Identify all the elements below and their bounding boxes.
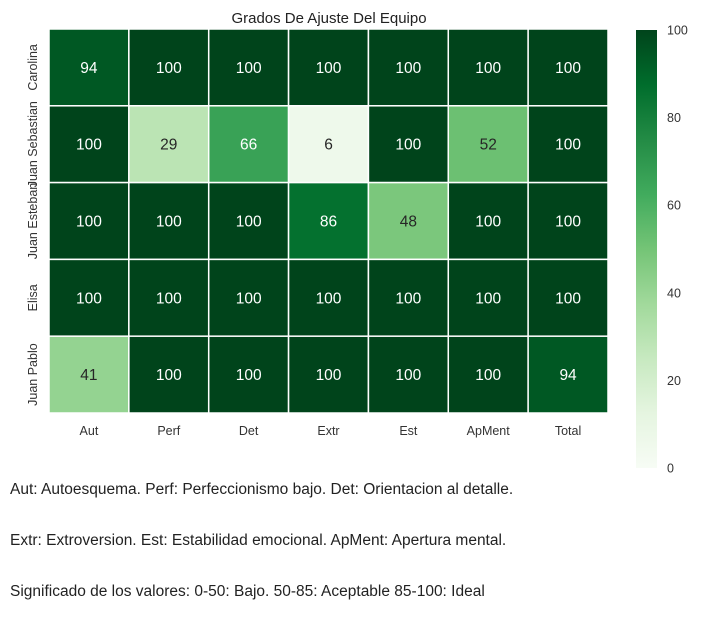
heatmap-cell [207, 181, 290, 261]
heatmap-cell [447, 28, 529, 107]
cell-value-label: 94 [80, 60, 98, 77]
cell-value-label: 100 [236, 214, 262, 231]
cell-value-label: 100 [475, 367, 501, 384]
heatmap-cell [527, 181, 609, 261]
column-label: Extr [317, 424, 339, 438]
row-label: Juan Sebastian [26, 101, 40, 187]
cell-value-label: 100 [316, 367, 342, 384]
colorbar-tick-label: 100 [667, 24, 688, 38]
colorbar-tick-label: 80 [667, 111, 681, 125]
column-label: Total [555, 424, 581, 438]
heatmap-cell [48, 28, 130, 107]
cell-value-label: 100 [395, 367, 421, 384]
cell-value-label: 29 [160, 137, 177, 154]
heatmap-cell [207, 28, 290, 107]
cell-value-label: 66 [240, 137, 257, 154]
heatmap-cell [48, 105, 130, 184]
cell-value-label: 100 [555, 214, 581, 231]
caption-line-1: Aut: Autoesquema. Perf: Perfeccionismo b… [10, 481, 514, 498]
cell-value-label: 6 [324, 137, 333, 154]
cell-value-label: 100 [236, 60, 262, 77]
column-label: Det [239, 424, 259, 438]
column-label: Aut [80, 424, 99, 438]
row-label: Juan Pablo [26, 343, 40, 406]
cell-value-label: 100 [156, 367, 182, 384]
heatmap-cell [527, 258, 609, 337]
heatmap-cell [527, 335, 609, 414]
heatmap-cell [287, 258, 370, 337]
cell-value-label: 100 [236, 367, 262, 384]
cell-value-label: 94 [559, 367, 577, 384]
heatmap-cell [367, 105, 450, 184]
cell-value-label: 100 [555, 60, 581, 77]
cell-value-label: 86 [320, 214, 337, 231]
row-label: Elisa [26, 284, 40, 311]
heatmap-cell [48, 335, 130, 414]
cell-value-label: 100 [475, 214, 501, 231]
cell-value-label: 100 [316, 60, 342, 77]
cell-value-label: 41 [80, 367, 97, 384]
cell-value-label: 100 [395, 60, 421, 77]
cell-value-label: 100 [316, 290, 342, 307]
colorbar-tick-label: 60 [667, 199, 681, 213]
heatmap-cell [207, 105, 290, 184]
colorbar-tick-label: 40 [667, 286, 681, 300]
heatmap-cell [367, 181, 450, 261]
cell-value-label: 100 [76, 290, 102, 307]
cell-value-label: 100 [555, 290, 581, 307]
row-label: Juan Esteban [26, 183, 40, 259]
cell-value-label: 100 [475, 60, 501, 77]
column-label: ApMent [467, 424, 511, 438]
colorbar-ticks: 0 20 40 60 80 100 [667, 24, 688, 476]
heatmap-cell [447, 335, 529, 414]
heatmap-cell [447, 181, 529, 261]
heatmap-chart: Grados De Ajuste Del Equipo 94 100 100 100 1… [26, 10, 688, 476]
column-labels: Aut Perf Det Extr Est ApMent Total [80, 424, 582, 438]
heatmap-cell [128, 258, 210, 337]
caption-line-2: Extr: Extroversion. Est: Estabilidad emo… [10, 532, 507, 549]
cell-value-label: 100 [156, 214, 182, 231]
cell-value-label: 100 [156, 290, 182, 307]
legend-caption: Aut: Autoesquema. Perf: Perfeccionismo b… [10, 447, 513, 617]
heatmap-cell [128, 28, 210, 107]
row-label: Carolina [26, 44, 40, 91]
cell-value-label: 48 [400, 214, 417, 231]
heatmap-cell [447, 258, 529, 337]
colorbar-tick-label: 20 [667, 374, 681, 388]
cell-value-label: 100 [395, 137, 421, 154]
cell-value-label: 100 [156, 60, 182, 77]
column-label: Est [399, 424, 418, 438]
caption-line-3: Significado de los valores: 0-50: Bajo. … [10, 583, 485, 600]
heatmap-cell [207, 335, 290, 414]
heatmap-cell [527, 105, 609, 184]
cell-value-label: 100 [395, 290, 421, 307]
cell-value-label: 100 [76, 137, 102, 154]
cell-value-label: 100 [236, 290, 262, 307]
heatmap-cell [48, 258, 130, 337]
cell-value-label: 52 [480, 137, 497, 154]
cell-value-label: 100 [555, 137, 581, 154]
column-label: Perf [157, 424, 180, 438]
chart-title: Grados De Ajuste Del Equipo [231, 10, 426, 27]
heatmap-cell [287, 181, 370, 261]
cell-value-label: 100 [475, 290, 501, 307]
heatmap-cell [128, 181, 210, 261]
cell-value-label: 100 [76, 214, 102, 231]
colorbar-tick-label: 0 [667, 462, 674, 476]
colorbar [636, 30, 657, 468]
